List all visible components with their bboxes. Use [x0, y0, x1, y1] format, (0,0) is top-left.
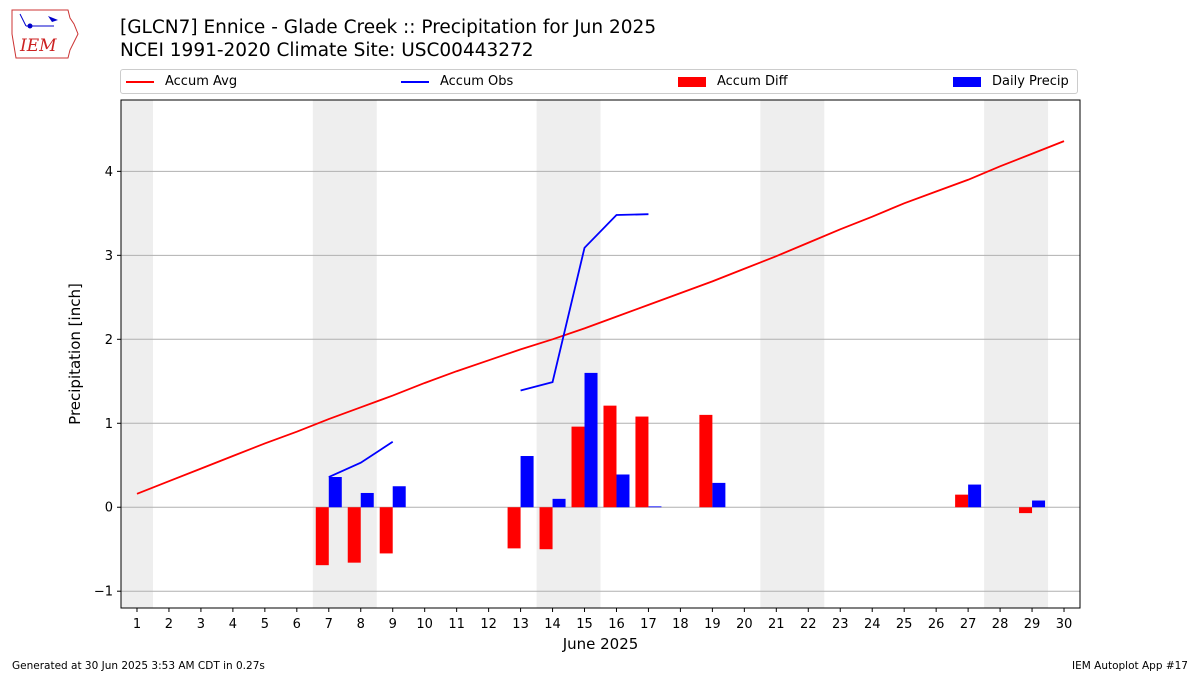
iem-logo: IEM	[11, 9, 79, 59]
accum-diff-bar	[347, 507, 361, 563]
x-tick-label: 23	[832, 617, 849, 632]
accum-diff-bar	[635, 416, 649, 508]
weekend-band	[536, 100, 601, 608]
accum-avg-line	[136, 140, 1065, 495]
daily-precip-bar	[712, 482, 726, 508]
accum-diff-bar	[699, 414, 713, 508]
x-tick-label: 12	[480, 617, 497, 632]
accum-diff-bar	[315, 507, 329, 566]
x-tick-label: 30	[1056, 617, 1073, 632]
legend-item-daily-precip: Daily Precip	[953, 74, 1069, 89]
y-tick-label: 4	[105, 165, 113, 180]
daily-precip-bar	[584, 372, 598, 508]
accum-diff-bar	[379, 507, 393, 554]
x-tick-label: 13	[512, 617, 529, 632]
legend-swatch	[678, 76, 706, 87]
x-axis-label: June 2025	[562, 635, 639, 653]
x-tick-label: 29	[1024, 617, 1041, 632]
x-tick-label: 21	[768, 617, 785, 632]
x-tick-label: 6	[293, 617, 301, 632]
x-tick-label: 19	[704, 617, 721, 632]
x-tick-label: 14	[544, 617, 561, 632]
accum-obs-line	[520, 213, 649, 392]
legend-swatch	[953, 76, 981, 87]
x-tick-label: 20	[736, 617, 753, 632]
weekend-band	[312, 100, 377, 608]
weekend-band	[760, 100, 825, 608]
daily-precip-bar	[552, 498, 566, 508]
legend-item-accum-obs: Accum Obs	[401, 74, 513, 89]
daily-precip-bar	[648, 506, 662, 508]
daily-precip-bar	[1032, 500, 1046, 508]
accum-diff-bar	[955, 494, 969, 508]
legend-label: Daily Precip	[992, 74, 1069, 89]
generated-note: Generated at 30 Jun 2025 3:53 AM CDT in …	[12, 660, 265, 672]
daily-precip-bar	[392, 486, 406, 508]
x-tick-label: 27	[960, 617, 977, 632]
accum-diff-bar	[1019, 507, 1033, 514]
x-tick-label: 11	[448, 617, 465, 632]
y-tick-label: 2	[105, 333, 113, 348]
y-tick-label: 3	[105, 249, 113, 264]
x-tick-label: 7	[325, 617, 333, 632]
x-tick-label: 17	[640, 617, 657, 632]
x-tick-label: 3	[197, 617, 205, 632]
x-tick-label: 26	[928, 617, 945, 632]
legend-label: Accum Diff	[717, 74, 788, 89]
x-tick-label: 1	[133, 617, 141, 632]
x-tick-label: 28	[992, 617, 1009, 632]
x-tick-label: 22	[800, 617, 817, 632]
x-tick-label: 2	[165, 617, 173, 632]
legend: Accum Avg Accum Obs Accum Diff Daily Pre…	[120, 69, 1078, 94]
x-tick-label: 8	[357, 617, 365, 632]
x-tick-label: 10	[416, 617, 433, 632]
accum-diff-bar	[571, 426, 585, 508]
legend-item-accum-diff: Accum Diff	[678, 74, 788, 89]
daily-precip-bar	[616, 474, 630, 508]
daily-precip-bar	[968, 484, 982, 508]
y-tick-label: 1	[105, 417, 113, 432]
daily-precip-bar	[520, 456, 534, 508]
accum-diff-bar	[507, 507, 521, 549]
y-tick-label: −1	[94, 585, 113, 600]
daily-precip-bar	[328, 477, 342, 508]
daily-precip-bar	[360, 492, 374, 508]
weekend-band	[984, 100, 1049, 608]
x-tick-label: 4	[229, 617, 237, 632]
y-axis-label: Precipitation [inch]	[66, 283, 84, 425]
chart-subtitle: NCEI 1991-2020 Climate Site: USC00443272	[120, 40, 534, 61]
weekend-band	[121, 100, 153, 608]
x-tick-label: 9	[389, 617, 397, 632]
chart-title: [GLCN7] Ennice - Glade Creek :: Precipit…	[120, 17, 657, 38]
legend-label: Accum Avg	[165, 74, 238, 89]
legend-swatch	[401, 80, 429, 83]
x-tick-label: 5	[261, 617, 269, 632]
logo-text: IEM	[19, 36, 57, 56]
legend-item-accum-avg: Accum Avg	[126, 74, 237, 89]
y-tick-label: 0	[105, 501, 113, 516]
accum-diff-bar	[603, 405, 617, 508]
legend-label: Accum Obs	[440, 74, 514, 89]
x-tick-label: 18	[672, 617, 689, 632]
app-note: IEM Autoplot App #17	[1072, 660, 1188, 672]
accum-obs-line	[328, 440, 394, 478]
x-tick-label: 24	[864, 617, 881, 632]
x-tick-label: 15	[576, 617, 593, 632]
x-tick-label: 25	[896, 617, 913, 632]
legend-swatch	[126, 80, 154, 83]
accum-diff-bar	[539, 507, 553, 550]
x-tick-label: 16	[608, 617, 625, 632]
plot-frame	[120, 99, 1081, 609]
